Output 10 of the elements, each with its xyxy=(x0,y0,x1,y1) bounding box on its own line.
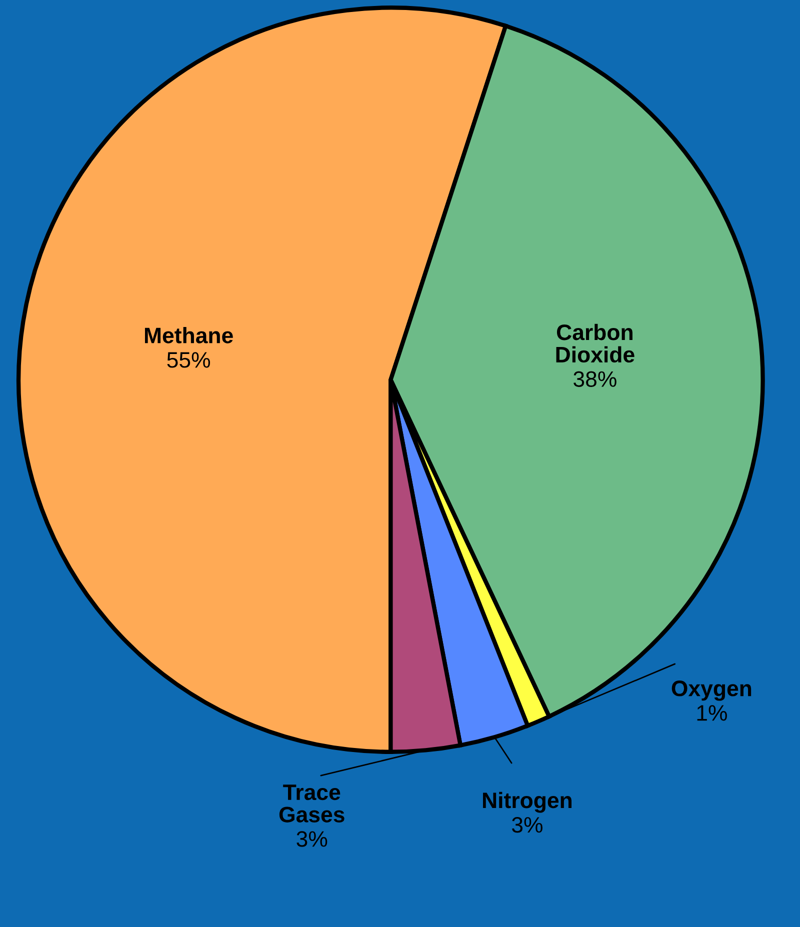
data-label: 3% xyxy=(296,831,328,847)
data-label: 38% xyxy=(574,371,616,387)
slice-label: Trace Gases xyxy=(279,784,344,822)
data-label: 55% xyxy=(167,352,210,368)
slice-label: Carbon Dioxide xyxy=(556,324,634,363)
slice-label: Methane xyxy=(144,327,233,344)
data-label: 3% xyxy=(512,817,542,833)
data-label: 1% xyxy=(697,705,727,721)
slice-label: Oxygen xyxy=(672,680,752,701)
slice-label: Nitrogen xyxy=(483,792,572,813)
